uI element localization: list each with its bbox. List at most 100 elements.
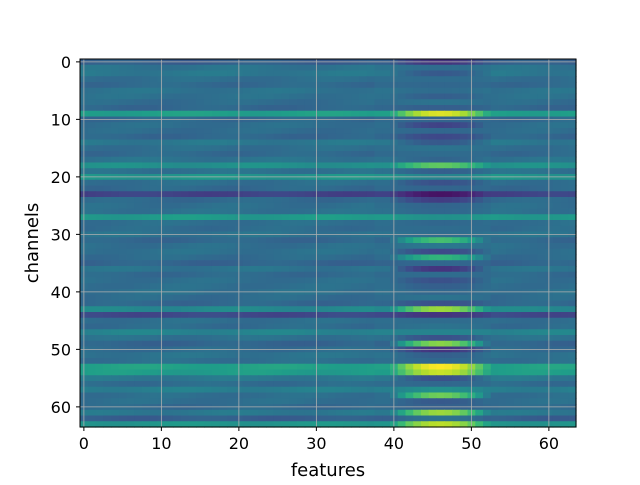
heatmap-cell xyxy=(444,208,453,215)
heatmap-cell xyxy=(335,208,345,215)
heatmap-cell xyxy=(498,197,507,204)
heatmap-cell xyxy=(405,243,414,250)
heatmap-cell xyxy=(250,128,259,135)
heatmap-cell xyxy=(529,271,538,279)
heatmap-cell xyxy=(204,168,213,175)
heatmap-cell xyxy=(149,283,159,290)
heatmap-cell xyxy=(498,375,507,382)
heatmap-cell xyxy=(134,277,143,284)
heatmap-cell xyxy=(343,99,352,106)
heatmap-cell xyxy=(165,277,174,284)
heatmap-cell xyxy=(211,122,221,129)
heatmap-cell xyxy=(304,122,314,129)
heatmap-cell xyxy=(560,197,569,204)
heatmap-cell xyxy=(87,87,97,95)
heatmap-cell xyxy=(211,64,221,72)
heatmap-cell xyxy=(397,294,407,302)
heatmap-cell xyxy=(204,179,213,187)
heatmap-cell xyxy=(459,220,469,227)
heatmap-cell xyxy=(568,168,577,175)
heatmap-cell xyxy=(382,358,391,365)
heatmap-cell xyxy=(382,415,391,422)
heatmap-cell xyxy=(126,191,135,198)
heatmap-cell xyxy=(335,191,345,198)
heatmap-cell xyxy=(374,156,383,164)
heatmap-cell xyxy=(514,162,523,169)
heatmap-cell xyxy=(436,162,445,169)
heatmap-cell xyxy=(118,329,128,336)
heatmap-cell xyxy=(359,133,368,141)
heatmap-cell xyxy=(374,421,383,428)
heatmap-cell xyxy=(413,225,422,233)
heatmap-cell xyxy=(366,340,376,348)
heatmap-cell xyxy=(328,392,337,399)
heatmap-cell xyxy=(134,110,143,118)
heatmap-cell xyxy=(490,87,500,95)
heatmap-cell xyxy=(537,82,546,89)
heatmap-cell xyxy=(483,300,492,307)
heatmap-cell xyxy=(521,248,531,256)
heatmap-cell xyxy=(219,248,228,256)
heatmap-cell xyxy=(514,122,523,129)
heatmap-cell xyxy=(529,398,538,405)
heatmap-cell xyxy=(459,260,469,267)
heatmap-cell xyxy=(180,76,190,83)
heatmap-cell xyxy=(165,197,174,204)
heatmap-cell xyxy=(397,225,407,233)
heatmap-cell xyxy=(335,386,345,394)
heatmap-cell xyxy=(134,70,143,77)
heatmap-cell xyxy=(250,162,259,169)
heatmap-cell xyxy=(266,386,275,394)
heatmap-cell xyxy=(227,352,236,359)
heatmap-cell xyxy=(227,179,236,187)
heatmap-cell xyxy=(227,306,236,313)
heatmap-cell xyxy=(103,352,112,359)
heatmap-cell xyxy=(126,76,135,83)
heatmap-cell xyxy=(250,386,259,394)
heatmap-cell xyxy=(552,243,562,250)
heatmap-cell xyxy=(537,110,546,118)
heatmap-cell xyxy=(289,266,298,273)
heatmap-cell xyxy=(242,191,252,198)
heatmap-cell xyxy=(134,312,143,319)
heatmap-cell xyxy=(219,306,228,313)
heatmap-cell xyxy=(242,381,252,388)
heatmap-cell xyxy=(366,300,376,307)
heatmap-cell xyxy=(289,323,298,330)
heatmap-cell xyxy=(111,392,120,399)
heatmap-cell xyxy=(87,352,97,359)
heatmap-cell xyxy=(483,197,492,204)
heatmap-cell xyxy=(459,381,469,388)
heatmap-cell xyxy=(180,335,190,342)
heatmap-cell xyxy=(250,197,259,204)
heatmap-cell xyxy=(142,128,151,135)
heatmap-cell xyxy=(173,260,182,267)
heatmap-cell xyxy=(514,191,523,198)
heatmap-cell xyxy=(297,139,306,146)
heatmap-cell xyxy=(382,266,391,273)
heatmap-cell xyxy=(118,93,128,100)
heatmap-cell xyxy=(111,312,120,319)
heatmap-cell xyxy=(250,312,259,319)
heatmap-cell xyxy=(351,398,360,405)
heatmap-cell xyxy=(421,254,430,261)
heatmap-cell xyxy=(428,306,438,313)
heatmap-cell xyxy=(359,70,368,77)
heatmap-cell xyxy=(413,358,422,365)
heatmap-cell xyxy=(514,294,523,302)
heatmap-cell xyxy=(188,294,197,302)
heatmap-cell xyxy=(227,392,236,399)
heatmap-cell xyxy=(382,294,391,302)
heatmap-cell xyxy=(521,225,531,233)
heatmap-cell xyxy=(320,277,329,284)
heatmap-cell xyxy=(281,266,290,273)
heatmap-cell xyxy=(242,151,252,158)
heatmap-cell xyxy=(103,421,112,428)
heatmap-cell xyxy=(227,76,236,83)
heatmap-cell xyxy=(475,312,484,319)
heatmap-cell xyxy=(335,266,345,273)
y-tick-label: 0 xyxy=(61,53,71,72)
heatmap-cell xyxy=(103,151,112,158)
heatmap-cell xyxy=(142,329,151,336)
heatmap-cell xyxy=(281,156,290,164)
